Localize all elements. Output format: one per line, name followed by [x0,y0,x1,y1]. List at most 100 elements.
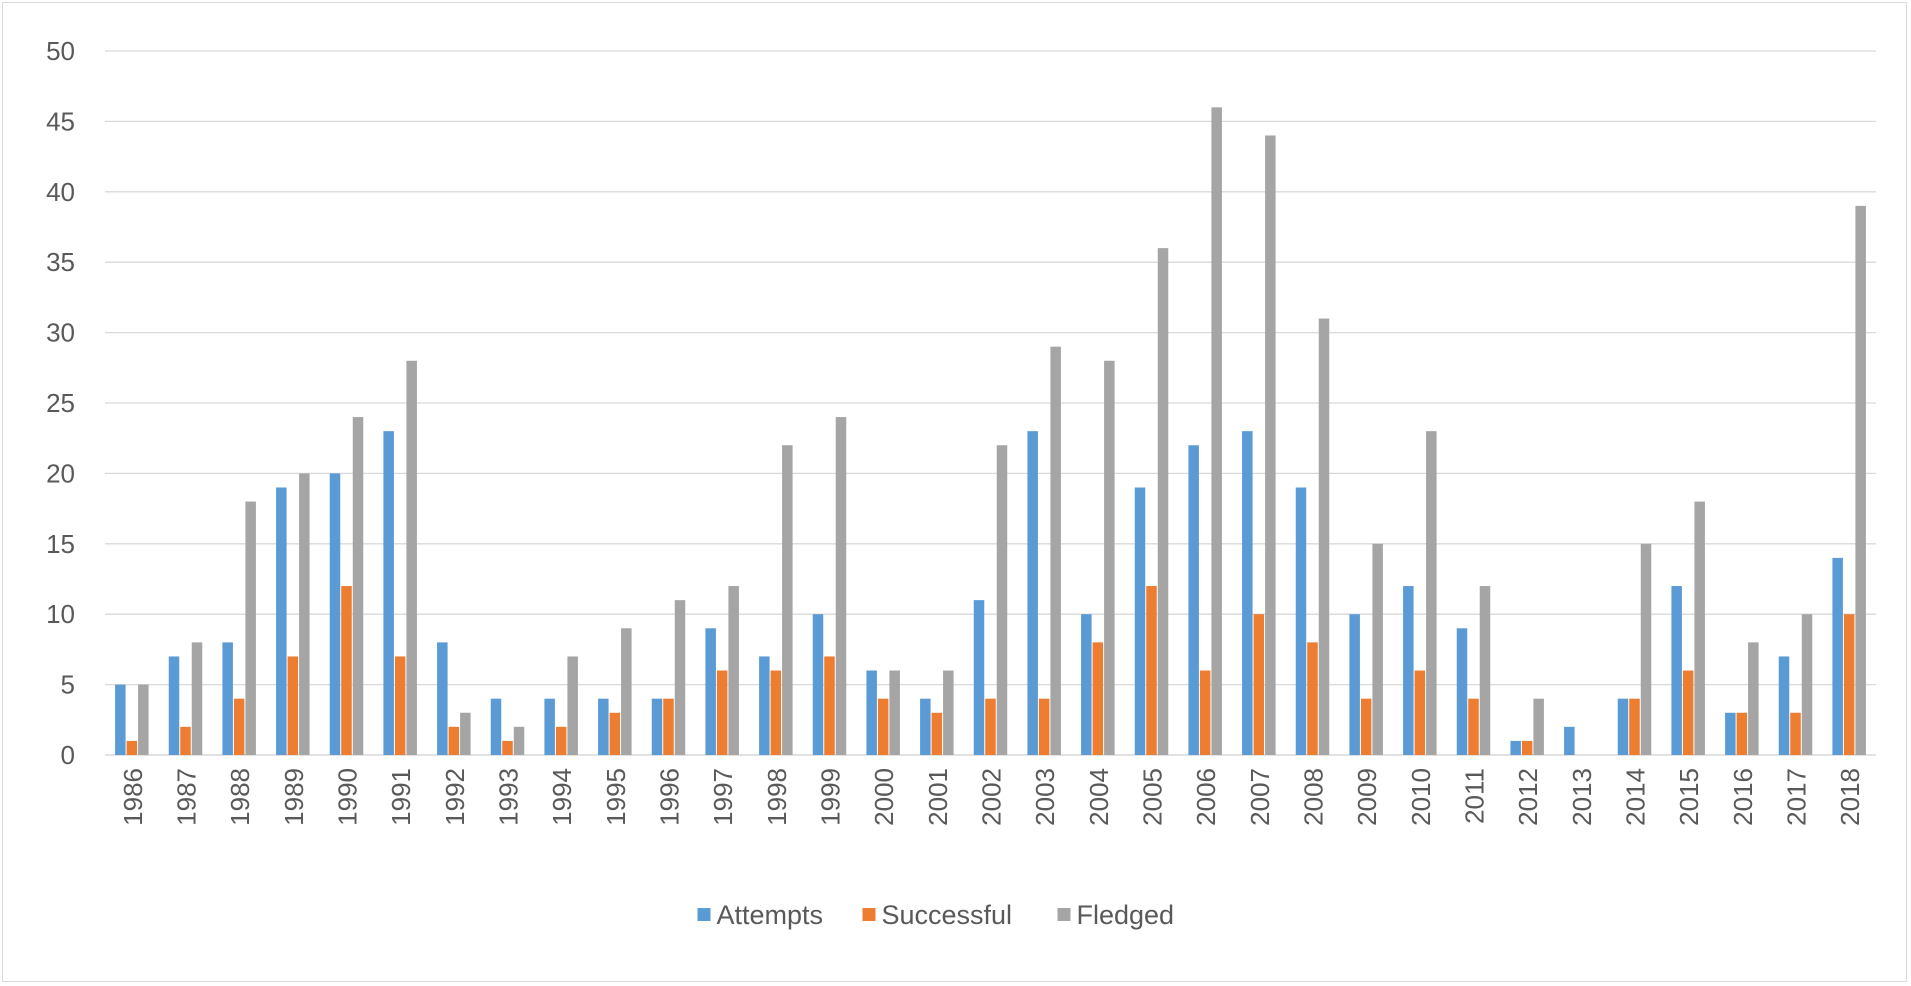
x-tick-label: 1997 [708,768,738,826]
x-tick-label: 1990 [333,768,363,826]
bar-fledged-2014 [1640,543,1652,755]
bar-attempts-1997 [705,628,716,755]
bar-attempts-1986 [115,684,126,755]
x-tick-label: 1994 [547,768,577,826]
x-tick-label: 2018 [1835,768,1865,826]
bar-fledged-1998 [782,445,793,755]
x-tick-label: 1993 [494,768,524,826]
x-tick-label: 1996 [655,768,685,826]
bar-fledged-2007 [1265,135,1276,756]
y-tick-label: 25 [46,388,75,418]
x-tick-label: 1987 [172,768,202,826]
bar-attempts-2017 [1778,656,1790,755]
y-tick-label: 0 [61,740,75,770]
bar-successful-1999 [824,656,835,755]
bar-attempts-1990 [329,473,341,755]
x-tick-label: 2011 [1460,768,1490,824]
bar-fledged-2003 [1050,346,1061,755]
x-tick-label: 2003 [1030,768,1060,826]
bars [115,107,1866,756]
bar-successful-2003 [1038,698,1050,755]
bar-attempts-1988 [222,642,233,755]
bar-attempts-1995 [598,698,609,755]
bar-fledged-1993 [513,726,525,755]
legend-item-fledged: Fledged [1057,900,1174,930]
bar-successful-2012 [1521,740,1533,755]
bar-successful-2009 [1360,698,1372,755]
bar-attempts-2010 [1403,586,1414,755]
y-axis-ticks: 0 5 10 15 20 25 30 35 40 45 50 [46,36,75,770]
bar-fledged-2008 [1318,318,1330,755]
bar-fledged-2001 [943,670,954,755]
bar-fledged-1990 [352,417,364,755]
legend-swatch [697,908,711,921]
bar-successful-2010 [1414,670,1426,755]
x-tick-label: 1989 [279,768,309,826]
bar-successful-2014 [1629,698,1640,755]
bar-successful-2017 [1790,712,1801,755]
bar-attempts-2013 [1564,726,1575,755]
bar-fledged-2005 [1157,248,1169,755]
legend-swatch [862,908,876,921]
bar-fledged-1996 [674,600,686,755]
bar-attempts-2006 [1188,445,1199,755]
bar-attempts-2002 [973,600,985,755]
bar-attempts-2007 [1242,431,1253,755]
bar-attempts-2004 [1081,614,1092,755]
x-tick-label: 1998 [762,768,792,826]
y-tick-label: 35 [46,247,75,277]
bar-attempts-2015 [1671,586,1682,755]
y-tick-label: 30 [46,318,75,348]
x-tick-label: 2008 [1299,768,1329,826]
bar-attempts-1992 [437,642,448,755]
bar-attempts-2005 [1134,487,1146,755]
x-tick-label: 1991 [386,768,416,826]
bar-attempts-2001 [920,698,931,755]
bar-fledged-1987 [191,642,203,755]
x-tick-label: 2016 [1728,768,1758,826]
x-axis-ticks: 1986 1987 1988 1989 1990 1991 1992 1993 1994 1995… [118,768,1865,826]
bar-successful-1995 [609,712,621,755]
bar-fledged-2006 [1211,107,1222,755]
y-tick-label: 10 [46,599,75,629]
bar-attempts-1993 [490,698,502,755]
bar-attempts-2018 [1832,557,1843,755]
y-tick-label: 20 [46,458,75,488]
legend-item-attempts: Attempts [697,900,823,930]
x-tick-label: 2017 [1782,768,1812,826]
bar-successful-2004 [1092,642,1104,755]
bar-attempts-1991 [383,431,394,755]
bar-attempts-1996 [651,698,663,755]
bar-attempts-1989 [276,487,287,755]
bar-attempts-1987 [168,656,180,755]
bar-successful-1989 [287,656,299,755]
legend-item-successful: Successful [862,900,1013,930]
bar-successful-2015 [1682,670,1694,755]
x-tick-label: 2007 [1245,768,1275,826]
bar-successful-1996 [663,698,674,755]
bar-successful-1990 [341,586,352,755]
y-tick-label: 5 [61,670,75,700]
bar-successful-1997 [716,670,728,755]
bar-attempts-2008 [1295,487,1307,755]
legend-label: Successful [882,900,1013,930]
x-tick-label: 1988 [225,768,255,826]
gridlines [105,50,1876,756]
bar-successful-2005 [1146,586,1157,755]
bar-attempts-2014 [1617,698,1629,755]
bar-successful-2016 [1736,712,1748,755]
bar-successful-1986 [126,740,138,755]
bar-successful-1987 [180,726,191,755]
bar-fledged-2018 [1855,205,1866,755]
bar-successful-2008 [1307,642,1318,755]
bar-fledged-1995 [621,628,632,755]
y-tick-label: 40 [46,177,75,207]
y-tick-label: 45 [46,106,75,136]
x-tick-label: 1999 [816,768,846,826]
bar-successful-2001 [931,712,943,755]
y-tick-label: 15 [46,529,75,559]
bar-attempts-2012 [1510,740,1521,755]
bar-chart: 0 5 10 15 20 25 30 35 40 45 50 1986 1987 1988 1989 199… [46,36,1876,930]
x-tick-label: 2015 [1674,768,1704,826]
bar-successful-1988 [233,698,245,755]
